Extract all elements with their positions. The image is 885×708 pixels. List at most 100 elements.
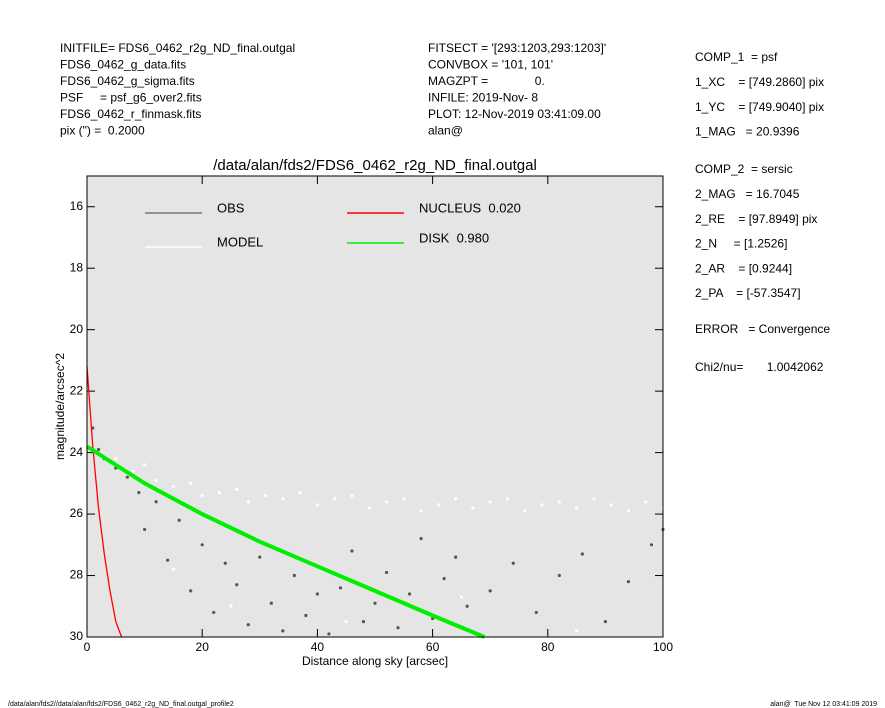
data-point	[223, 561, 227, 565]
data-point	[315, 592, 319, 596]
data-point	[626, 509, 631, 513]
plot-frame	[86, 175, 664, 638]
data-point	[488, 500, 492, 504]
header-middle-line: CONVBOX = '101, 101'	[428, 58, 553, 72]
data-point	[361, 620, 366, 624]
header-left-line: INITFILE= FDS6_0462_r2g_ND_final.outgal	[60, 41, 295, 55]
data-point	[367, 506, 371, 510]
header-left-line: pix (") = 0.2000	[60, 124, 145, 138]
data-point	[557, 500, 561, 504]
data-point	[246, 500, 250, 504]
data-point	[338, 586, 343, 590]
data-point	[189, 589, 193, 593]
header-left-line: FDS6_0462_g_sigma.fits	[60, 74, 195, 88]
y-tick-label: 22	[70, 383, 84, 397]
data-point	[212, 610, 216, 615]
data-point	[125, 475, 129, 479]
data-point	[649, 543, 654, 547]
data-point	[246, 623, 250, 627]
fit-parameter: Chi2/nu= 1.0042062	[695, 360, 824, 374]
data-point	[407, 592, 412, 596]
data-point	[609, 503, 613, 507]
x-tick-label: 0	[84, 640, 91, 654]
data-point	[333, 497, 337, 501]
data-point	[350, 494, 354, 498]
legend-label: MODEL	[217, 234, 263, 249]
fit-parameter: COMP_1 = psf	[695, 50, 778, 64]
footer-left: /data/alan/fds2//data/alan/fds2/FDS6_046…	[8, 701, 234, 708]
data-point	[471, 506, 475, 510]
data-point	[177, 518, 181, 522]
y-axis-label: magnitude/arcsec^2	[53, 353, 67, 460]
data-point	[505, 497, 510, 501]
data-point	[402, 497, 406, 501]
data-point	[373, 601, 377, 605]
data-point	[315, 503, 319, 507]
header-left-line: FDS6_0462_g_data.fits	[60, 58, 186, 72]
data-point	[304, 613, 308, 618]
y-tick-label: 24	[70, 445, 84, 459]
data-point	[540, 503, 544, 507]
data-point	[131, 469, 135, 473]
y-tick-label: 18	[70, 260, 84, 274]
fit-parameter: 2_N = [1.2526]	[695, 237, 787, 251]
data-point	[281, 629, 285, 633]
data-point	[200, 543, 204, 547]
header-middle-line: INFILE: 2019-Nov- 8	[428, 91, 538, 105]
x-tick-label: 40	[311, 640, 325, 654]
fit-parameter: 2_PA = [-57.3547]	[695, 286, 801, 300]
x-axis-label: Distance along sky [arcsec]	[302, 654, 448, 668]
data-point	[534, 610, 538, 615]
data-point	[229, 604, 233, 608]
data-point	[298, 490, 302, 495]
data-point	[258, 555, 262, 559]
fit-parameter: COMP_2 = sersic	[695, 162, 793, 176]
data-point	[419, 537, 423, 541]
data-point	[235, 487, 239, 492]
data-point	[644, 500, 648, 504]
data-point	[557, 573, 561, 578]
data-point	[454, 497, 458, 501]
data-point	[603, 620, 608, 624]
x-tick-label: 100	[653, 640, 673, 654]
fit-parameter: 2_RE = [97.8949] pix	[695, 212, 817, 226]
data-point	[350, 549, 354, 553]
data-point	[114, 457, 118, 461]
data-point	[626, 580, 631, 584]
data-point	[488, 589, 492, 593]
data-point	[580, 552, 584, 556]
data-point	[442, 577, 446, 581]
fit-parameter: 2_MAG = 16.7045	[695, 187, 800, 201]
x-tick-label: 20	[196, 640, 210, 654]
header-middle-line: PLOT: 12-Nov-2019 03:41:09.00	[428, 107, 601, 121]
disk-band	[85, 444, 486, 639]
data-point	[523, 509, 527, 513]
data-point	[189, 481, 193, 485]
data-point	[217, 490, 222, 495]
x-tick-label: 80	[541, 640, 555, 654]
header-middle-line: FITSECT = '[293:1203,293:1203]'	[428, 41, 606, 55]
data-point	[200, 494, 204, 498]
fit-parameter: 1_MAG = 20.9396	[695, 125, 800, 139]
header-left-line: PSF = psf_g6_over2.fits	[60, 91, 202, 105]
fit-parameter: 2_AR = [0.9244]	[695, 261, 792, 275]
chart-title: /data/alan/fds2/FDS6_0462_r2g_ND_final.o…	[213, 157, 537, 174]
data-point	[436, 503, 440, 507]
legend-label: DISK 0.980	[419, 230, 489, 245]
data-point	[592, 497, 596, 501]
data-point	[292, 573, 296, 578]
data-point	[154, 500, 158, 504]
data-point	[396, 626, 400, 630]
data-point	[384, 570, 389, 575]
y-tick-label: 28	[70, 568, 84, 582]
data-point	[575, 506, 579, 510]
data-point	[575, 629, 579, 633]
data-point	[137, 490, 141, 495]
data-point	[171, 484, 175, 489]
data-point	[143, 463, 147, 467]
data-point	[281, 497, 285, 501]
y-tick-label: 30	[70, 629, 84, 643]
header-middle-line: alan@	[428, 124, 463, 138]
y-tick-label: 16	[70, 199, 84, 213]
